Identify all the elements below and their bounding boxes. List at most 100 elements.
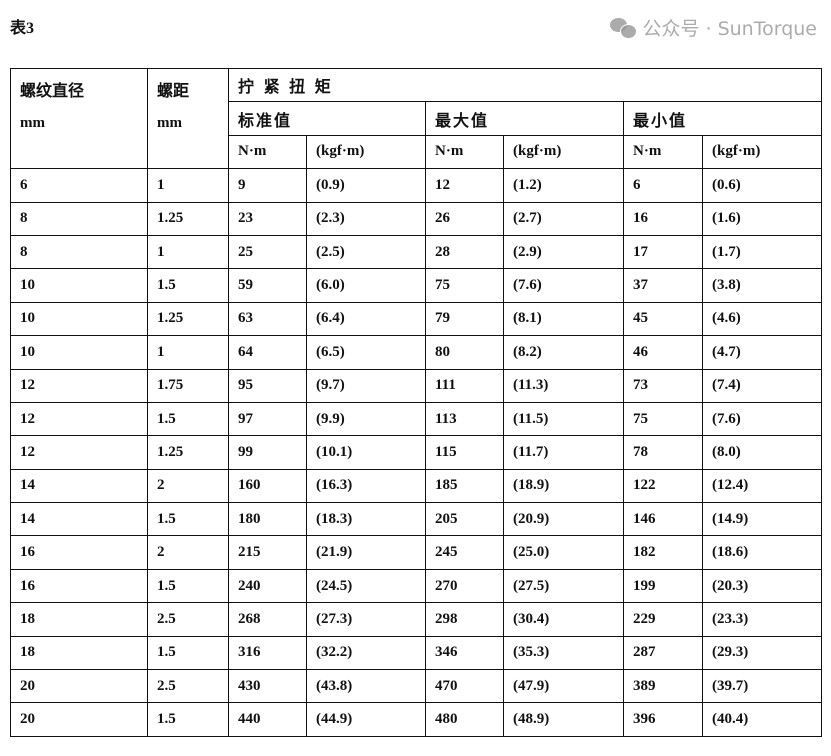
table-row: 12 1.75 95 (9.7) 111 (11.3) 73 (7.4)	[10, 368, 822, 403]
cell-standard-nm: 440	[228, 702, 307, 737]
cell-standard-nm: 9	[228, 168, 307, 203]
cell-max-kgf: (48.9)	[503, 702, 624, 737]
cell-pitch: 1.75	[147, 368, 229, 403]
cell-max-nm: 28	[425, 234, 504, 270]
cell-pitch: 1.5	[147, 568, 229, 604]
cell-min-kgf: (8.0)	[702, 435, 822, 470]
cell-max-nm: 113	[425, 401, 504, 437]
cell-diameter: 16	[10, 535, 148, 570]
cell-standard-nm: 23	[228, 201, 307, 236]
cell-max-kgf: (20.9)	[503, 502, 624, 537]
cell-max-kgf: (8.1)	[503, 301, 624, 337]
header-max: 最大值	[425, 101, 624, 136]
cell-pitch: 1.5	[147, 502, 229, 537]
cell-pitch: 2.5	[147, 669, 229, 704]
watermark: 公众号 · SunTorque	[610, 14, 817, 41]
cell-min-nm: 6	[623, 168, 703, 203]
cell-diameter: 20	[10, 669, 148, 704]
cell-pitch: 1	[147, 335, 229, 370]
cell-min-nm: 146	[623, 502, 703, 537]
cell-min-nm: 75	[623, 401, 703, 437]
cell-min-kgf: (1.7)	[702, 234, 822, 270]
cell-diameter: 14	[10, 468, 148, 504]
cell-max-nm: 270	[425, 568, 504, 604]
table-row: 8 1.25 23 (2.3) 26 (2.7) 16 (1.6)	[10, 201, 822, 236]
cell-standard-nm: 64	[228, 335, 307, 370]
unit-kgf-min: (kgf·m)	[702, 134, 822, 170]
cell-standard-kgf: (43.8)	[306, 669, 426, 704]
unit-nm-max: N·m	[425, 134, 504, 170]
cell-max-nm: 185	[425, 468, 504, 504]
table-row: 12 1.25 99 (10.1) 115 (11.7) 78 (8.0)	[10, 435, 822, 470]
header-diameter-label: 螺纹直径	[20, 81, 85, 100]
unit-nm-min: N·m	[623, 134, 703, 170]
cell-max-kgf: (11.5)	[503, 401, 624, 437]
torque-table: 螺纹直径 mm 螺距 mm 拧 紧 扭 矩 标准值 最大值 最小值 N·m (k…	[10, 67, 822, 737]
cell-max-kgf: (35.3)	[503, 635, 624, 671]
cell-min-kgf: (4.7)	[702, 335, 822, 370]
cell-diameter: 20	[10, 702, 148, 737]
table-row: 16 1.5 240 (24.5) 270 (27.5) 199 (20.3)	[10, 568, 822, 604]
cell-max-kgf: (11.3)	[503, 368, 624, 403]
cell-pitch: 1.25	[147, 201, 229, 236]
cell-pitch: 1.5	[147, 702, 229, 737]
cell-max-kgf: (8.2)	[503, 335, 624, 370]
cell-diameter: 6	[10, 168, 148, 203]
cell-min-nm: 45	[623, 301, 703, 337]
cell-diameter: 8	[10, 201, 148, 236]
cell-max-nm: 75	[425, 268, 504, 303]
cell-pitch: 2.5	[147, 602, 229, 637]
cell-pitch: 1.25	[147, 435, 229, 470]
table-title: 表3	[10, 20, 35, 37]
cell-min-kgf: (0.6)	[702, 168, 822, 203]
cell-standard-nm: 160	[228, 468, 307, 504]
table-row: 10 1 64 (6.5) 80 (8.2) 46 (4.7)	[10, 335, 822, 370]
cell-standard-nm: 215	[228, 535, 307, 570]
cell-standard-kgf: (9.7)	[306, 368, 426, 403]
cell-min-nm: 46	[623, 335, 703, 370]
cell-pitch: 1.5	[147, 268, 229, 303]
cell-standard-nm: 95	[228, 368, 307, 403]
header-torque: 拧 紧 扭 矩	[228, 67, 822, 103]
cell-max-kgf: (25.0)	[503, 535, 624, 570]
table-row: 18 1.5 316 (32.2) 346 (35.3) 287 (29.3)	[10, 635, 822, 671]
cell-diameter: 10	[10, 335, 148, 370]
cell-max-kgf: (47.9)	[503, 669, 624, 704]
cell-min-nm: 122	[623, 468, 703, 504]
cell-diameter: 18	[10, 635, 148, 671]
cell-min-kgf: (1.6)	[702, 201, 822, 236]
cell-diameter: 8	[10, 234, 148, 270]
cell-min-kgf: (12.4)	[702, 468, 822, 504]
unit-kgf-max: (kgf·m)	[503, 134, 624, 170]
cell-diameter: 16	[10, 568, 148, 604]
cell-standard-kgf: (9.9)	[306, 401, 426, 437]
table-row: 10 1.5 59 (6.0) 75 (7.6) 37 (3.8)	[10, 268, 822, 303]
cell-standard-nm: 316	[228, 635, 307, 671]
cell-min-nm: 389	[623, 669, 703, 704]
header-pitch-unit: mm	[157, 115, 182, 131]
cell-diameter: 10	[10, 301, 148, 337]
table-row: 16 2 215 (21.9) 245 (25.0) 182 (18.6)	[10, 535, 822, 570]
cell-standard-kgf: (27.3)	[306, 602, 426, 637]
header-pitch-label: 螺距	[157, 81, 190, 100]
watermark-text: 公众号 · SunTorque	[642, 18, 817, 40]
cell-max-nm: 26	[425, 201, 504, 236]
cell-min-nm: 182	[623, 535, 703, 570]
header-pitch: 螺距 mm	[147, 67, 229, 170]
cell-pitch: 2	[147, 535, 229, 570]
cell-min-kgf: (20.3)	[702, 568, 822, 604]
cell-min-kgf: (23.3)	[702, 602, 822, 637]
table-row: 14 1.5 180 (18.3) 205 (20.9) 146 (14.9)	[10, 502, 822, 537]
cell-max-kgf: (30.4)	[503, 602, 624, 637]
cell-min-nm: 287	[623, 635, 703, 671]
cell-standard-nm: 59	[228, 268, 307, 303]
header-standard: 标准值	[228, 101, 426, 136]
cell-min-kgf: (29.3)	[702, 635, 822, 671]
cell-diameter: 12	[10, 435, 148, 470]
cell-max-nm: 346	[425, 635, 504, 671]
cell-standard-nm: 25	[228, 234, 307, 270]
cell-standard-nm: 268	[228, 602, 307, 637]
cell-standard-kgf: (2.3)	[306, 201, 426, 236]
cell-max-kgf: (1.2)	[503, 168, 624, 203]
cell-standard-kgf: (32.2)	[306, 635, 426, 671]
